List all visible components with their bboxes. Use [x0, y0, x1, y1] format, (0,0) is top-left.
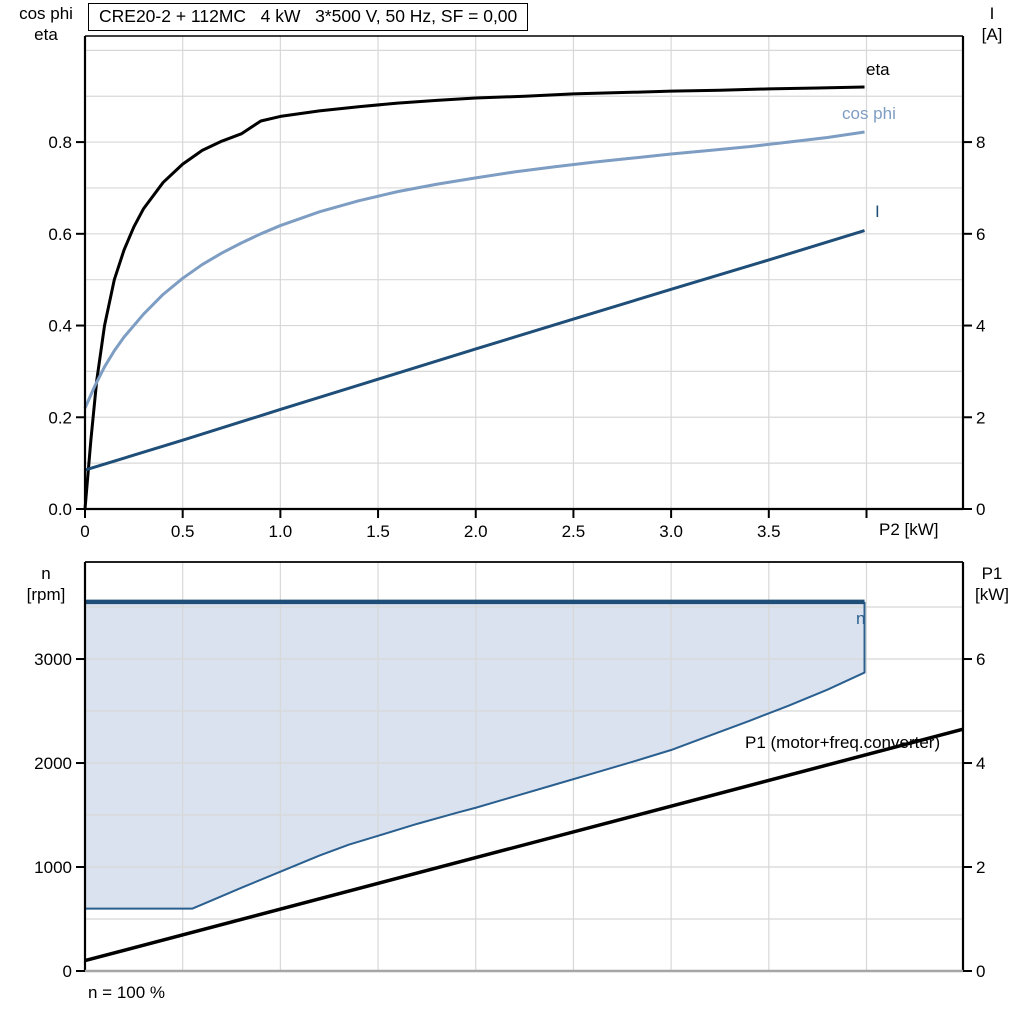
left-tick-label: 0.0 — [48, 500, 72, 519]
right-tick-label: 6 — [976, 650, 985, 669]
current-curve-label: I — [875, 202, 880, 221]
right-tick-label: 6 — [976, 225, 985, 244]
p1-curve-label: P1 (motor+freq.converter) — [745, 733, 941, 752]
right-axis-header-bottom: P1 [kW] — [964, 563, 1020, 605]
operating-range-boundary — [85, 601, 866, 910]
cos-phi-curve-label: cos phi — [842, 104, 896, 123]
right-tick-label: 0 — [976, 500, 985, 519]
left-tick-label: 0.6 — [48, 225, 72, 244]
ticks: 0.0 0.2 0.4 0.6 0.8 0 2 4 6 8 0 0.5 1.0 1.5 2.0 2.5 3.0 3… — [48, 133, 985, 541]
x-tick-label: 3.0 — [659, 522, 683, 541]
right-tick-label: 4 — [976, 754, 985, 773]
left-axis-header-top: cos phi eta — [6, 3, 86, 45]
right-axis-header-line2: [A] — [981, 25, 1003, 44]
axes — [83, 35, 965, 511]
x-tick-label: 2.0 — [464, 522, 488, 541]
left-tick-label: 1000 — [34, 858, 72, 877]
x-tick-label: 1.5 — [366, 522, 390, 541]
left-axis-header-bottom: n [rpm] — [6, 563, 86, 605]
left-axis-header-line1: cos phi — [19, 4, 73, 23]
axes — [83, 561, 965, 973]
speed-power-panel: 0 1000 2000 3000 0 2 4 6 — [34, 561, 985, 981]
operating-range-fill — [85, 601, 865, 909]
x-tick-label: 2.5 — [562, 522, 586, 541]
left-tick-label: 0.4 — [48, 317, 72, 336]
p2-performance-panel: 0.0 0.2 0.4 0.6 0.8 0 2 4 6 8 0 0.5 1.0 1.5 2.0 2.5 3.0 3… — [48, 35, 985, 541]
left-axis-header-line2: eta — [34, 25, 58, 44]
x-axis-label: P2 [kW] — [879, 520, 939, 539]
series-cos-phi — [83, 130, 865, 409]
left-tick-label: 0 — [63, 962, 72, 981]
series-i — [84, 229, 865, 472]
speed-curve-label: n — [856, 609, 866, 628]
x-tick-label: 0 — [80, 522, 89, 541]
eta-curve-label: eta — [866, 60, 890, 79]
x-tick-label: 1.0 — [269, 522, 293, 541]
left-tick-label: 0.2 — [48, 408, 72, 427]
right-axis-header-line1: P1 — [981, 564, 1003, 583]
left-axis-header-line2: [rpm] — [26, 585, 66, 604]
x-tick-label: 3.5 — [757, 522, 781, 541]
right-tick-label: 8 — [976, 133, 985, 152]
left-tick-label: 3000 — [34, 650, 72, 669]
right-tick-label: 2 — [976, 408, 985, 427]
right-tick-label: 2 — [976, 858, 985, 877]
right-axis-header-top: I [A] — [964, 3, 1020, 45]
right-tick-label: 4 — [976, 317, 985, 336]
gridlines — [85, 36, 963, 509]
ticks: 0 1000 2000 3000 0 2 4 6 — [34, 650, 985, 981]
chart-title: CRE20-2 + 112MC 4 kW 3*500 V, 50 Hz, SF … — [88, 3, 529, 31]
left-tick-label: 0.8 — [48, 133, 72, 152]
series-eta — [83, 85, 865, 510]
right-axis-header-line2: [kW] — [975, 585, 1009, 604]
right-axis-header-line1: I — [989, 4, 995, 23]
left-tick-label: 2000 — [34, 754, 72, 773]
left-axis-header-line1: n — [41, 564, 51, 583]
speed-footnote: n = 100 % — [88, 983, 166, 1002]
right-tick-label: 0 — [976, 962, 985, 981]
gridlines — [85, 562, 963, 971]
series-p1-motor-freq-converter- — [84, 727, 964, 963]
x-tick-label: 0.5 — [171, 522, 195, 541]
